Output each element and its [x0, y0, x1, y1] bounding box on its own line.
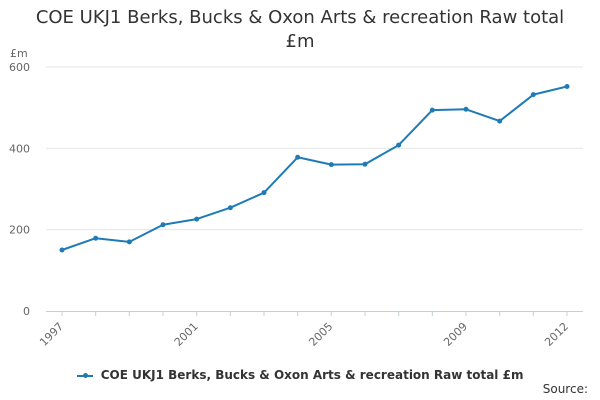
y-axis-unit-label: £m	[10, 47, 28, 60]
data-point-2004[interactable]	[295, 154, 301, 160]
legend[interactable]: COE UKJ1 Berks, Bucks & Oxon Arts & recr…	[0, 366, 600, 384]
data-point-2003[interactable]	[261, 190, 267, 196]
chart-title: COE UKJ1 Berks, Bucks & Oxon Arts & recr…	[0, 6, 600, 54]
y-axis-ticks: 0 200 400 600	[9, 61, 30, 318]
data-point-2011[interactable]	[530, 92, 536, 98]
x-tick-label-2009: 2009	[441, 320, 470, 349]
series-group	[59, 84, 570, 253]
chart-title-line-2: £m	[285, 31, 315, 52]
data-point-2000[interactable]	[160, 222, 166, 228]
data-point-2001[interactable]	[194, 216, 200, 222]
data-point-1997[interactable]	[59, 247, 65, 253]
x-tick-label-2005: 2005	[306, 320, 335, 349]
y-tick-label-0: 0	[23, 305, 30, 318]
x-tick-label-2012: 2012	[542, 320, 571, 349]
x-tick-label-2001: 2001	[172, 320, 201, 349]
data-point-2002[interactable]	[227, 205, 233, 211]
x-axis-ticks: 1997 2001 2005 2009 2012	[37, 311, 571, 349]
data-point-1999[interactable]	[126, 239, 132, 245]
data-point-2007[interactable]	[396, 142, 402, 148]
data-point-2010[interactable]	[497, 118, 503, 124]
series-line-0	[61, 85, 568, 251]
data-point-2005[interactable]	[328, 162, 334, 168]
chart-title-line-1: COE UKJ1 Berks, Bucks & Oxon Arts & recr…	[35, 7, 565, 28]
y-tick-label-400: 400	[9, 142, 30, 155]
gridlines	[46, 66, 583, 231]
legend-line-marker-icon	[76, 372, 93, 378]
legend-series-label: COE UKJ1 Berks, Bucks & Oxon Arts & recr…	[100, 368, 524, 382]
x-tick-label-1997: 1997	[37, 320, 66, 349]
data-point-2012[interactable]	[564, 84, 570, 90]
y-tick-label-200: 200	[9, 224, 30, 237]
data-point-2009[interactable]	[463, 106, 469, 112]
y-tick-label-600: 600	[9, 61, 30, 74]
data-point-2008[interactable]	[429, 107, 435, 113]
data-point-2006[interactable]	[362, 161, 368, 167]
source-credit: Source:	[542, 382, 588, 396]
data-point-1998[interactable]	[93, 235, 99, 241]
